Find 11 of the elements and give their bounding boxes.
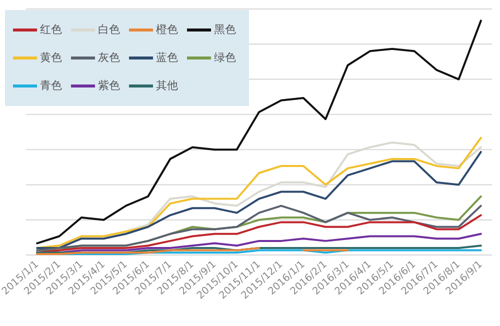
- legend-label: 其他: [156, 79, 178, 92]
- legend-label: 橙色: [156, 23, 178, 36]
- legend-label: 灰色: [98, 51, 120, 64]
- legend-label: 青色: [40, 79, 62, 92]
- legend-label: 白色: [98, 23, 120, 36]
- legend-label: 黑色: [214, 23, 236, 36]
- legend-label: 黄色: [40, 51, 62, 64]
- legend-label: 蓝色: [156, 51, 178, 64]
- legend-label: 紫色: [98, 79, 120, 92]
- legend-label: 绿色: [214, 51, 236, 64]
- legend-label: 红色: [40, 23, 62, 36]
